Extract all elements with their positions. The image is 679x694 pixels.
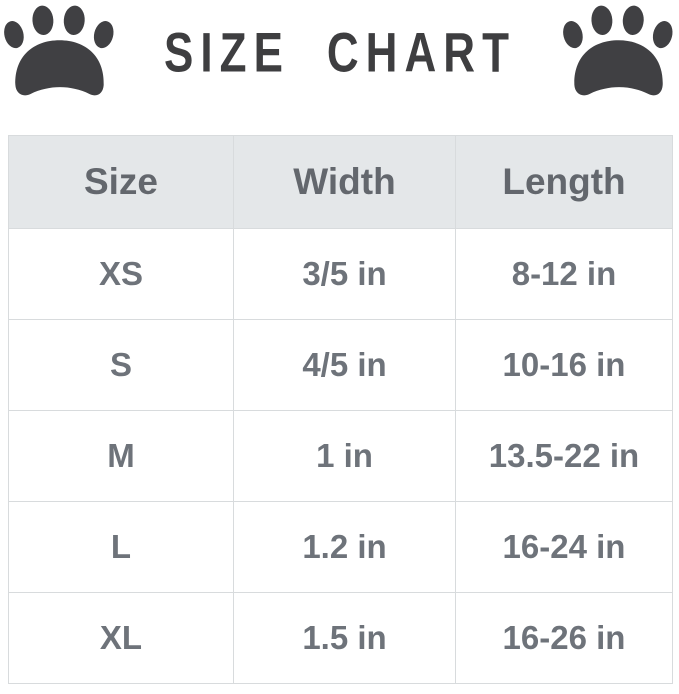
size-cell: S [8,319,234,411]
column-header-length: Length [455,135,673,229]
width-cell: 1.2 in [233,501,456,593]
length-cell: 10-16 in [455,319,673,411]
table-header-row: Size Width Length [8,135,673,229]
size-cell: XS [8,228,234,320]
header: SIZE CHART [0,0,679,135]
width-cell: 3/5 in [233,228,456,320]
width-cell: 1 in [233,410,456,502]
width-cell: 1.5 in [233,592,456,684]
size-cell: M [8,410,234,502]
table-row: XS 3/5 in 8-12 in [8,228,673,320]
paw-icon [3,4,117,106]
length-cell: 16-26 in [455,592,673,684]
length-cell: 13.5-22 in [455,410,673,502]
size-cell: XL [8,592,234,684]
column-header-size: Size [8,135,234,229]
page-title: SIZE CHART [163,21,516,84]
column-header-width: Width [233,135,456,229]
width-cell: 4/5 in [233,319,456,411]
size-cell: L [8,501,234,593]
length-cell: 8-12 in [455,228,673,320]
table-row: S 4/5 in 10-16 in [8,319,673,411]
table-row: L 1.2 in 16-24 in [8,501,673,593]
table-row: XL 1.5 in 16-26 in [8,592,673,684]
table-row: M 1 in 13.5-22 in [8,410,673,502]
paw-icon [562,4,676,106]
length-cell: 16-24 in [455,501,673,593]
size-chart-table: Size Width Length XS 3/5 in 8-12 in S 4/… [8,135,673,684]
